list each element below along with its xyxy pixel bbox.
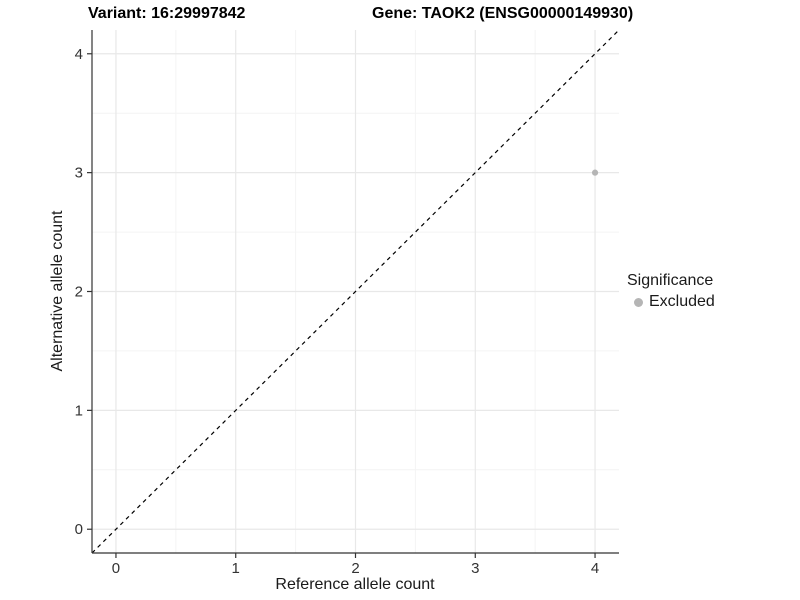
y-axis-title: Alternative allele count [49, 210, 66, 372]
x-tick-label: 3 [471, 560, 479, 577]
identity-dashed-line [91, 29, 620, 554]
y-tick-label: 1 [75, 402, 83, 419]
y-tick-label: 3 [75, 165, 83, 182]
excluded-point-icon [634, 297, 643, 307]
x-tick-label: 4 [591, 560, 599, 577]
y-tick-label: 0 [75, 521, 83, 538]
plot-title-variant: Variant: 16:29997842 [88, 5, 246, 22]
data-point-excluded [591, 169, 599, 176]
legend-title: Significance [627, 272, 714, 289]
x-tick-label: 1 [232, 560, 240, 577]
y-tick-label: 2 [75, 284, 83, 301]
x-tick-label: 0 [112, 560, 120, 577]
x-axis-title: Reference allele count [275, 576, 435, 593]
legend-item-label: Excluded [649, 293, 715, 310]
plot-title-gene: Gene: TAOK2 (ENSG00000149930) [372, 5, 634, 22]
y-tick-label: 4 [75, 46, 83, 63]
x-tick-label: 2 [351, 560, 359, 577]
legend-item-excluded: Excluded [627, 293, 715, 311]
legend: Significance Excluded [627, 271, 715, 311]
